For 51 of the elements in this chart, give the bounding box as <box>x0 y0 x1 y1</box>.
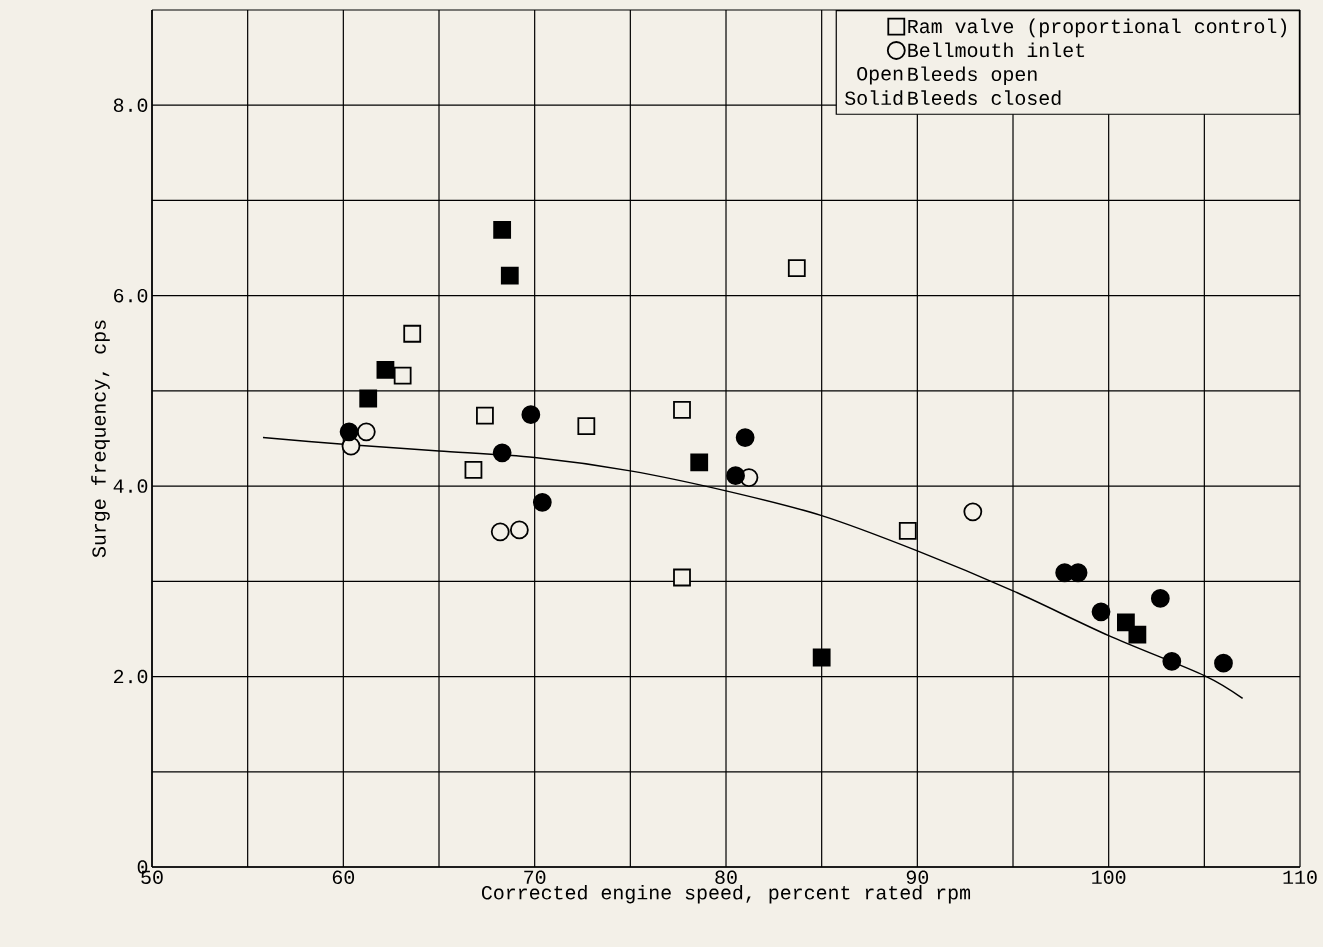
point <box>509 520 529 540</box>
y-tick-label: 6.0 <box>114 288 148 303</box>
point <box>812 648 831 667</box>
point <box>1117 613 1135 632</box>
point <box>521 405 541 425</box>
point <box>787 259 806 277</box>
annotation: Solid <box>845 90 903 106</box>
point <box>464 461 483 479</box>
point <box>898 521 917 540</box>
x-tick-label: 80 <box>715 870 737 885</box>
legend-label: Ram valve (proportional control) <box>908 18 1287 38</box>
point <box>376 361 395 379</box>
point <box>500 266 519 285</box>
point <box>673 401 691 419</box>
point <box>1128 625 1147 644</box>
legend-label: Bellmouth inlet <box>908 42 1085 58</box>
x-tick-label: 70 <box>524 870 546 885</box>
x-tick-label: 90 <box>906 870 929 885</box>
point <box>963 502 983 522</box>
y-tick-label: 4.0 <box>113 479 148 493</box>
x-tick-label: 110 <box>1283 870 1317 885</box>
point <box>577 417 596 436</box>
point <box>1162 651 1182 671</box>
point <box>1091 602 1111 622</box>
annotation: Open <box>857 66 903 85</box>
point <box>690 453 709 472</box>
point <box>359 389 378 408</box>
point <box>356 422 376 442</box>
x-tick-label: 100 <box>1092 870 1126 885</box>
annotation: Bleeds open <box>908 66 1037 86</box>
point <box>493 221 512 239</box>
point <box>532 492 552 512</box>
point <box>726 466 745 486</box>
point <box>1214 653 1233 673</box>
point <box>492 443 512 463</box>
point <box>1068 563 1088 583</box>
point <box>1150 589 1170 608</box>
point <box>476 406 494 425</box>
point <box>735 428 755 447</box>
y-tick-label: 8.0 <box>113 98 148 112</box>
point <box>393 366 412 385</box>
annotation: Bleeds closed <box>908 90 1061 106</box>
x-axis-title: Corrected engine speed, percent rated rpm <box>481 884 971 904</box>
point <box>673 568 691 587</box>
y-tick-label: 2.0 <box>114 669 148 684</box>
point <box>490 522 510 542</box>
line-series <box>262 436 1244 700</box>
x-tick-label: 60 <box>332 870 355 885</box>
point <box>339 422 359 442</box>
y-axis-title: Surge frequency, cps <box>91 320 110 558</box>
point <box>403 324 422 343</box>
